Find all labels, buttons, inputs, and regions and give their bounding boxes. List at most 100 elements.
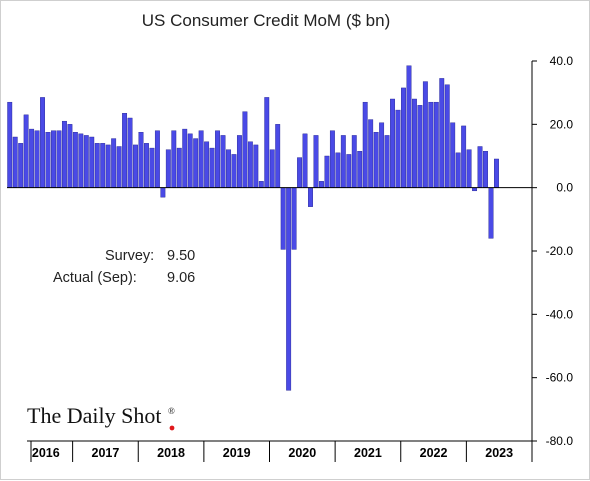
bar: [406, 65, 412, 188]
bar: [12, 136, 18, 188]
bar: [111, 138, 117, 188]
bar: [193, 138, 199, 188]
bar: [204, 141, 210, 188]
bar: [89, 136, 95, 188]
bar: [215, 130, 220, 188]
bar: [417, 105, 423, 188]
bar: [329, 130, 335, 188]
bar: [313, 135, 319, 188]
bar: [198, 130, 204, 188]
x-tick-label: 2016: [32, 446, 60, 460]
bar: [280, 187, 286, 250]
y-tick-label: -60.0: [546, 371, 574, 385]
bar: [340, 135, 346, 188]
bar: [253, 144, 259, 188]
y-tick-label: -80.0: [546, 434, 574, 448]
x-tick-label: 2017: [92, 446, 120, 460]
y-tick-label: -40.0: [546, 307, 574, 321]
y-tick-label: 0.0: [556, 181, 573, 195]
bar: [324, 155, 330, 188]
bar: [346, 154, 352, 188]
bar: [297, 157, 303, 188]
bar: [351, 135, 357, 188]
bar: [461, 125, 467, 188]
bar: [264, 97, 270, 188]
x-axis: 2016 2017 2018 2019 2020 2021 2022 2023: [27, 440, 533, 462]
bar: [494, 158, 499, 188]
bar: [242, 111, 248, 188]
bar: [40, 97, 45, 188]
bar: [390, 98, 395, 188]
x-tick-label: 2022: [420, 446, 448, 460]
bar: [236, 135, 242, 188]
bar: [154, 130, 160, 188]
bar: [72, 132, 78, 188]
bar: [122, 113, 128, 188]
bar: [23, 114, 29, 188]
bar: [100, 143, 106, 188]
bar: [67, 124, 73, 188]
x-tick-label: 2020: [288, 446, 316, 460]
bar: [182, 128, 188, 188]
bar: [477, 146, 483, 188]
x-tick-label: 2023: [485, 446, 513, 460]
bar: [319, 181, 324, 188]
bar: [127, 117, 133, 188]
bar: [401, 87, 406, 188]
y-tick-label: 40.0: [550, 54, 574, 68]
bar: [466, 149, 472, 188]
x-tick-label: 2019: [223, 446, 251, 460]
brand-name: The Daily Shot: [27, 403, 161, 428]
bar: [105, 144, 111, 188]
bar: [176, 147, 182, 188]
annotations: Survey: 9.50 Actual (Sep): 9.06: [53, 248, 195, 286]
x-tick-label: 2021: [354, 446, 382, 460]
bars-group: [7, 65, 532, 391]
bar: [226, 149, 231, 188]
bar: [384, 135, 390, 188]
brand-logo: The Daily Shot ®: [27, 403, 175, 431]
bar: [258, 181, 264, 188]
bar: [362, 101, 368, 188]
bar: [171, 130, 177, 188]
bar: [160, 187, 166, 198]
bar: [7, 101, 13, 188]
bar: [422, 81, 428, 188]
bar: [209, 147, 215, 188]
bar: [335, 152, 341, 188]
bar: [94, 143, 100, 188]
bar: [56, 130, 62, 188]
bar: [116, 146, 122, 188]
bar: [144, 143, 149, 188]
actual-value: 9.06: [167, 270, 195, 286]
bar: [455, 152, 461, 188]
bar: [138, 132, 144, 188]
bar: [357, 151, 363, 188]
bar: [411, 98, 417, 188]
bar: [373, 132, 379, 188]
bar: [444, 84, 450, 188]
bar: [231, 154, 237, 188]
bar: [83, 135, 89, 188]
bar: [165, 149, 171, 188]
brand-mark: ®: [168, 406, 175, 416]
bar: [439, 78, 445, 188]
bar: [247, 141, 253, 188]
bar: [269, 149, 275, 188]
bar: [78, 133, 84, 188]
bar: [275, 124, 281, 188]
bar: [220, 135, 226, 188]
y-axis: 40.0 20.0 0.0 -20.0 -40.0 -60.0 -80.0: [531, 54, 574, 448]
bar: [61, 120, 67, 188]
bar: [187, 133, 193, 188]
bar: [51, 130, 56, 188]
bar: [368, 119, 374, 188]
x-tick-label: 2018: [157, 446, 185, 460]
bar: [45, 132, 51, 188]
bar: [379, 122, 385, 188]
survey-value: 9.50: [167, 248, 195, 264]
bar: [308, 187, 313, 207]
y-tick-label: 20.0: [550, 117, 574, 131]
